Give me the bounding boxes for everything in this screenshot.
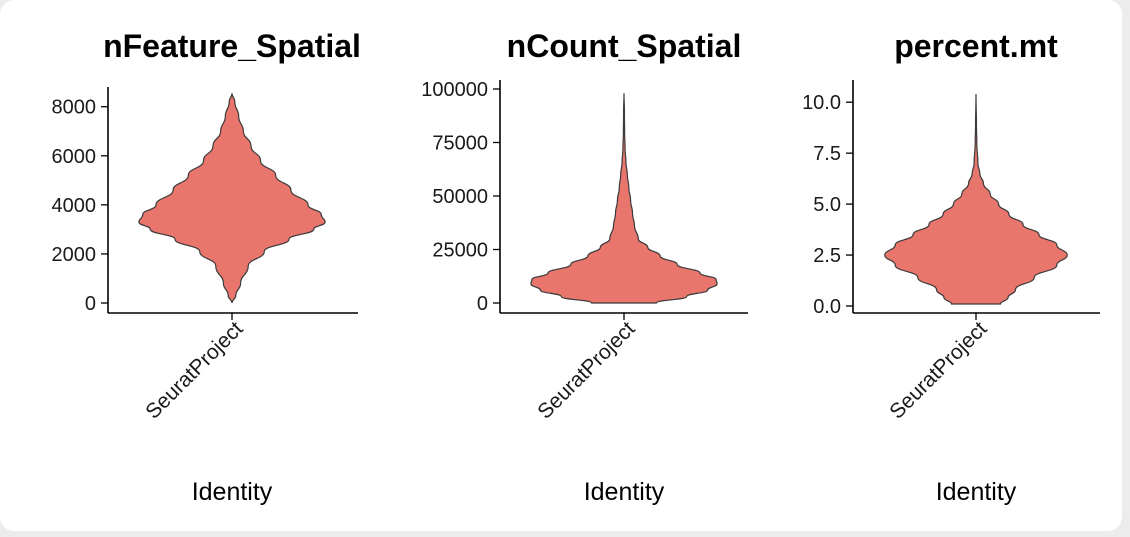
- y-ticks: 0 2000 4000 6000 8000: [52, 97, 108, 315]
- x-axis-label: Identity: [584, 478, 665, 506]
- y-tick-label: 75000: [432, 133, 488, 155]
- y-tick-label: 7.5: [813, 143, 841, 165]
- y-tick-label: 2000: [52, 244, 97, 266]
- y-tick-label: 0: [477, 293, 488, 315]
- y-tick-label: 50000: [432, 186, 488, 208]
- panel-title: nCount_Spatial: [507, 28, 742, 64]
- y-tick-label: 4000: [52, 195, 97, 217]
- y-tick-label: 0: [85, 293, 96, 315]
- y-tick-label: 10.0: [802, 92, 841, 114]
- y-tick-label: 100000: [421, 79, 488, 101]
- y-tick-label: 5.0: [813, 194, 841, 216]
- x-category-label: SeuratProject: [885, 317, 991, 423]
- y-tick-label: 25000: [432, 240, 488, 262]
- x-category-label: SeuratProject: [533, 317, 639, 423]
- y-tick-label: 0.0: [813, 296, 841, 318]
- violin-shape: [530, 92, 718, 304]
- x-axis-label: Identity: [192, 478, 273, 506]
- x-category-label: SeuratProject: [141, 317, 247, 423]
- panel-percent-mt: percent.mt 0.0 2.5 5.0 7.5 10.0 SeuratProjec…: [802, 28, 1100, 506]
- panel-ncount: nCount_Spatial 0 25000 50000 75000 100000 Se…: [421, 28, 748, 506]
- x-axis-label: Identity: [936, 478, 1017, 506]
- y-ticks: 0.0 2.5 5.0 7.5 10.0: [802, 92, 853, 318]
- y-tick-label: 6000: [52, 146, 97, 168]
- y-ticks: 0 25000 50000 75000 100000: [421, 79, 500, 315]
- violin-shape: [884, 93, 1068, 305]
- y-tick-label: 8000: [52, 97, 97, 119]
- y-tick-label: 2.5: [813, 245, 841, 267]
- panel-nfeature: nFeature_Spatial 0 2000 4000 6000 8000 Seura…: [52, 28, 361, 506]
- violin-shape: [138, 92, 326, 304]
- panel-title: nFeature_Spatial: [103, 28, 361, 64]
- panel-title: percent.mt: [894, 28, 1058, 64]
